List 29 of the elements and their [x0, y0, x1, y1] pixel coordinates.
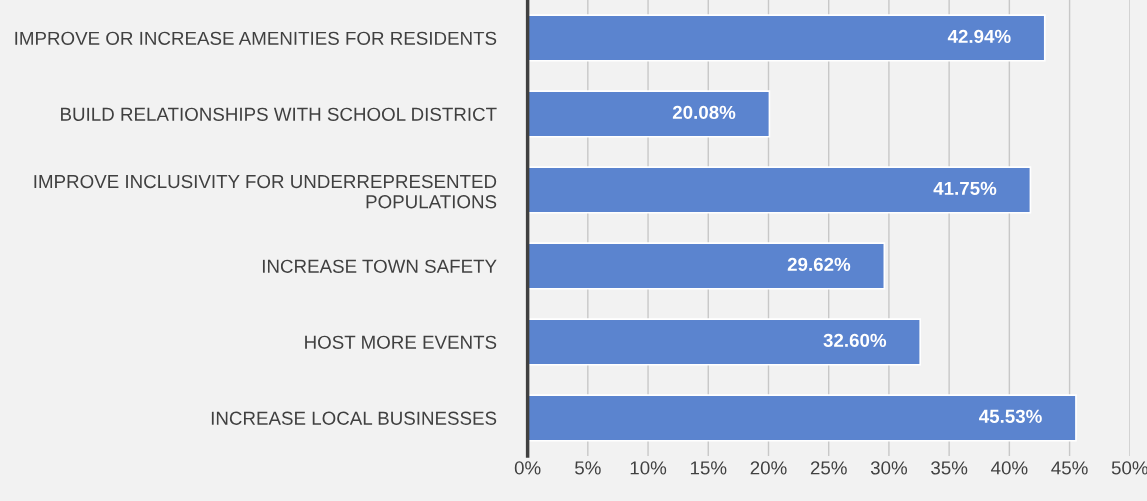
- x-tick-label: 5%: [575, 461, 601, 475]
- bar: [527, 242, 886, 290]
- bar: [527, 14, 1046, 62]
- y-tick-label: HOST MORE EVENTS: [305, 335, 497, 349]
- bar: [527, 394, 1077, 442]
- x-tick-label: 0%: [514, 461, 541, 475]
- x-tick-label: 25%: [810, 461, 847, 475]
- x-tick-label: 30%: [870, 461, 908, 475]
- data-label: 42.94%: [947, 29, 1011, 44]
- x-tick-label: 50%: [1111, 461, 1147, 475]
- y-tick-label: IMPROVE OR INCREASE AMENITIES FOR RESIDENTS: [15, 31, 497, 45]
- bar: [527, 166, 1032, 214]
- data-label: 20.08%: [672, 105, 736, 120]
- x-tick-label: 40%: [991, 461, 1028, 475]
- x-tick-label: 45%: [1051, 461, 1088, 475]
- x-tick-label: 20%: [750, 461, 787, 475]
- data-label: 45.53%: [979, 409, 1042, 423]
- y-tick-label: INCREASE TOWN SAFETY: [262, 259, 497, 273]
- bar: [527, 318, 922, 366]
- data-label: 32.60%: [823, 333, 887, 347]
- bar: [527, 90, 771, 138]
- x-tick-label: 10%: [630, 461, 667, 475]
- x-tick-label: 35%: [931, 461, 968, 475]
- y-tick-label: IMPROVE INCLUSIVITY FOR UNDERREPRESENTED POPULATIONS: [34, 174, 497, 209]
- x-tick-label: 15%: [690, 461, 727, 475]
- data-label: 41.75%: [933, 181, 997, 195]
- y-tick-label: INCREASE LOCAL BUSINESSES: [211, 411, 497, 425]
- data-label: 29.62%: [787, 257, 851, 271]
- y-tick-label: BUILD RELATIONSHIPS WITH SCHOOL DISTRICT: [61, 107, 497, 121]
